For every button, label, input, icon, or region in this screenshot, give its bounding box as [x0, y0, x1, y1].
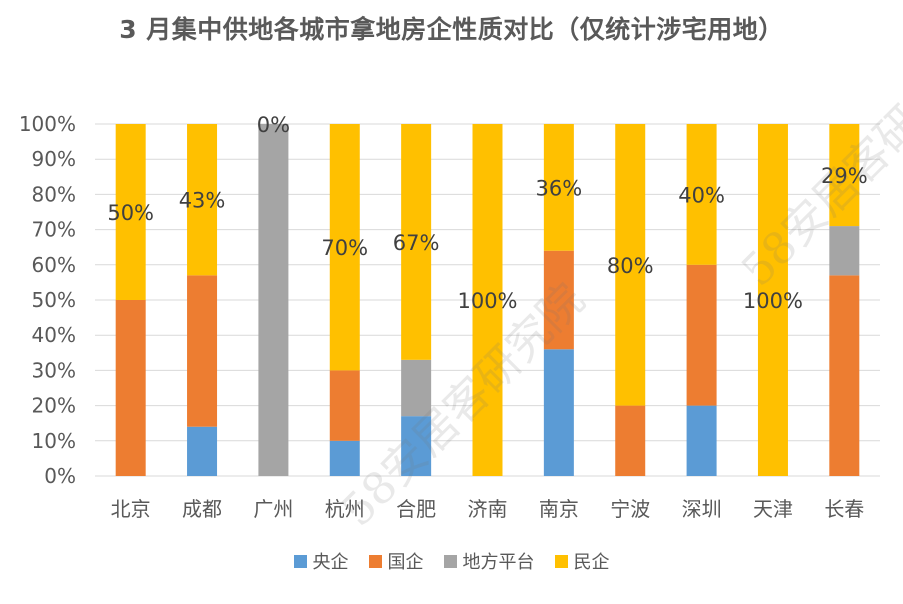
y-tick-label: 90% — [32, 147, 76, 171]
bars — [115, 124, 860, 476]
data-labels: 50% 43% 0% 70% 67% 100% 36% 80% 40% 100% 29% — [107, 113, 867, 313]
bar-segment — [329, 440, 360, 476]
bar-segment — [401, 416, 432, 476]
bar-segment — [829, 124, 860, 227]
bar-segment — [187, 426, 218, 476]
bar-segment — [187, 275, 218, 427]
x-tick-label: 广州 — [253, 497, 293, 521]
y-tick-label: 30% — [32, 358, 76, 382]
bar-segment — [686, 124, 717, 265]
bar-segment — [686, 264, 717, 406]
bar-segment — [615, 405, 646, 476]
data-label: 29% — [821, 164, 868, 188]
x-tick-label: 合肥 — [396, 497, 436, 521]
x-tick-label: 杭州 — [325, 497, 365, 521]
legend-label-central-soe: 央企 — [312, 552, 349, 573]
legend-swatch-central-soe — [293, 554, 307, 568]
data-label: 100% — [743, 289, 803, 313]
x-tick-label: 长春 — [824, 497, 864, 521]
legend-label-state-owned: 国企 — [387, 552, 424, 573]
y-tick-label: 100% — [19, 112, 76, 136]
y-tick-label: 70% — [32, 218, 76, 242]
legend-label-private: 民企 — [573, 552, 610, 573]
bar-segment — [187, 124, 218, 276]
legend-swatch-state-owned — [368, 554, 382, 568]
bar-segment — [258, 124, 289, 476]
bar-segment — [329, 370, 360, 441]
y-tick-label: 50% — [32, 288, 76, 312]
bar-segment — [543, 349, 574, 476]
legend-label-local-platform: 地方平台 — [462, 552, 535, 573]
chart-title: 3 月集中供地各城市拿地房企性质对比（仅统计涉宅用地） — [119, 15, 784, 44]
legend-item-private: 民企 — [554, 548, 610, 574]
legend-swatch-local-platform — [443, 554, 457, 568]
bar-segment — [829, 275, 860, 476]
x-tick-label: 成都 — [182, 497, 222, 521]
legend-item-local-platform: 地方平台 — [443, 548, 535, 574]
y-axis-ticks: 0% 10% 20% 30% 40% 50% 60% 70% 80% 90% 100% — [19, 112, 76, 488]
bar-segment — [115, 124, 146, 300]
legend-item-state-owned: 国企 — [368, 548, 424, 574]
legend-swatch-private — [554, 554, 568, 568]
data-label: 40% — [678, 183, 725, 207]
data-label: 100% — [457, 289, 517, 313]
legend-item-central-soe: 央企 — [293, 548, 349, 574]
x-tick-label: 南京 — [539, 497, 579, 521]
data-label: 80% — [607, 254, 654, 278]
bar-segment — [757, 124, 788, 476]
bar-segment — [615, 124, 646, 406]
bar-segment — [686, 405, 717, 476]
x-tick-label: 北京 — [111, 497, 151, 521]
legend: 央企 国企 地方平台 民企 — [0, 548, 903, 574]
data-label: 70% — [321, 236, 368, 260]
x-tick-label: 深圳 — [682, 497, 722, 521]
data-label: 67% — [393, 231, 440, 255]
x-axis-ticks: 北京 成都 广州 杭州 合肥 济南 南京 宁波 深圳 天津 长春 — [111, 497, 865, 521]
data-label: 0% — [257, 113, 290, 137]
bar-segment — [543, 250, 574, 350]
y-tick-label: 40% — [32, 323, 76, 347]
data-label: 36% — [536, 176, 583, 200]
bar-segment — [472, 124, 503, 476]
bar-segment — [401, 124, 432, 360]
bar-segment — [115, 300, 146, 476]
y-tick-label: 80% — [32, 182, 76, 206]
data-label: 50% — [107, 201, 154, 225]
x-tick-label: 宁波 — [610, 497, 650, 521]
bar-segment — [401, 359, 432, 417]
x-tick-label: 天津 — [753, 497, 793, 521]
bar-segment — [543, 124, 574, 251]
bar-segment — [829, 226, 860, 276]
x-tick-label: 济南 — [468, 497, 508, 521]
y-tick-label: 10% — [32, 429, 76, 453]
y-tick-label: 60% — [32, 253, 76, 277]
bar-segment — [329, 124, 360, 371]
y-tick-label: 20% — [32, 394, 76, 418]
y-tick-label: 0% — [44, 464, 76, 488]
data-label: 43% — [179, 189, 226, 213]
